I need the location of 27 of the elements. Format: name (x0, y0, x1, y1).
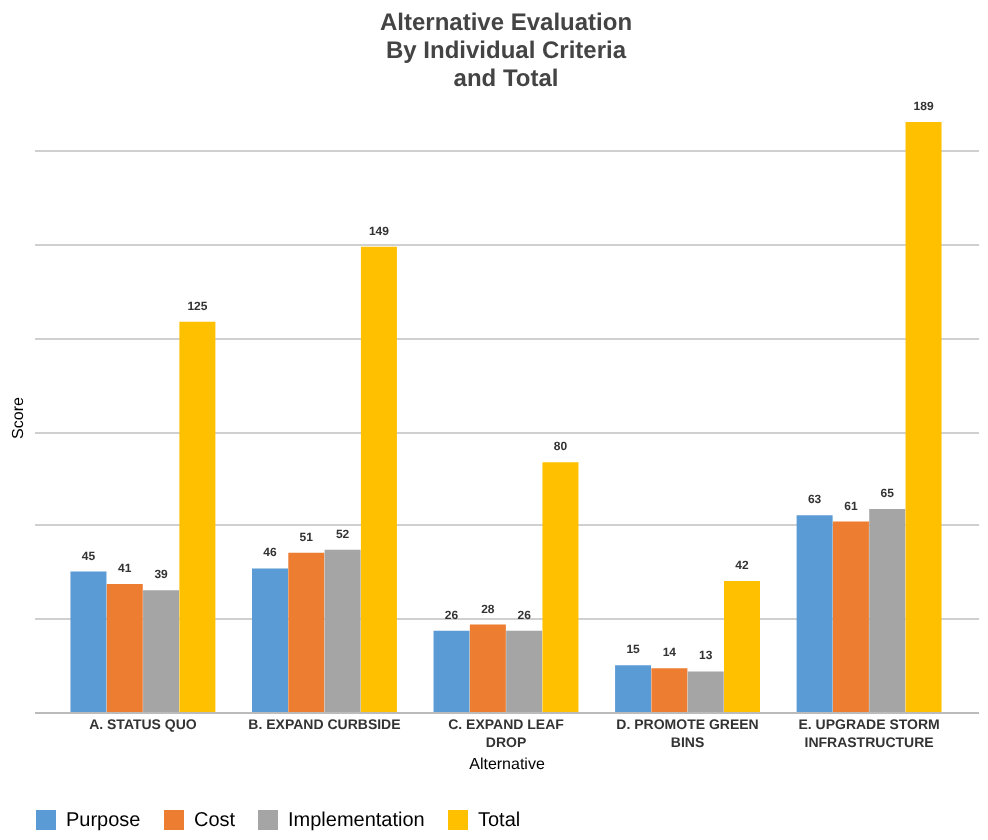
bar (324, 549, 361, 712)
chart-title: Alternative Evaluation By Individual Criteria and Total (379, 8, 633, 92)
bar (433, 630, 470, 712)
bar (724, 580, 760, 712)
bar (796, 515, 833, 712)
bar (651, 668, 688, 712)
legend-label: Implementation (288, 810, 425, 832)
legend-label: Total (478, 810, 521, 832)
bar (687, 671, 724, 712)
legend-label: Cost (194, 810, 236, 832)
bar (106, 584, 143, 712)
x-axis-title: Alternative (469, 755, 546, 773)
bar (360, 246, 397, 712)
bar (905, 122, 942, 712)
legend-label: Purpose (66, 810, 142, 832)
bar (179, 321, 216, 712)
bar (252, 568, 288, 712)
bar (615, 665, 652, 712)
y-axis-title: Score (9, 396, 27, 439)
bar (143, 590, 180, 712)
bar (832, 521, 869, 712)
bar (542, 462, 579, 712)
bar (70, 571, 107, 712)
bar (869, 509, 906, 712)
bar (288, 552, 325, 712)
bar (469, 624, 506, 712)
bar (506, 630, 543, 712)
